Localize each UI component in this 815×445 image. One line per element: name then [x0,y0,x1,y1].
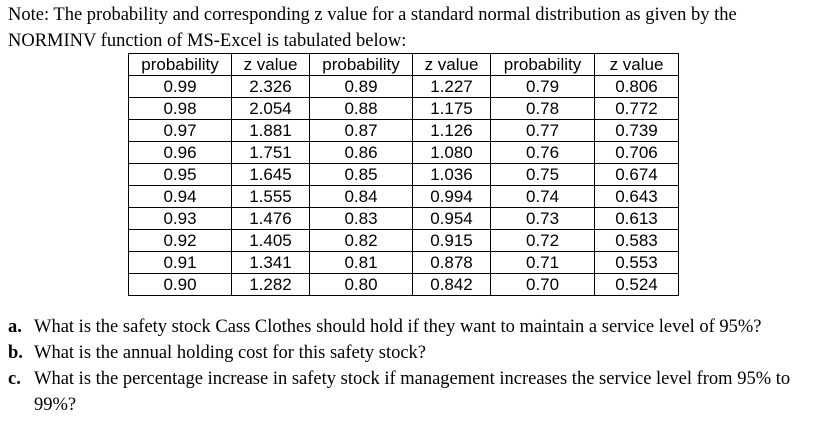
table-cell: 0.954 [412,207,491,230]
table-cell: 0.84 [309,185,413,208]
table-row: 0.99 2.326 0.89 1.227 0.79 0.806 [128,75,679,98]
table-row: 0.92 1.405 0.82 0.915 0.72 0.583 [128,229,679,252]
question-item: c. What is the percentage increase in saf… [8,366,808,418]
table-cell: 0.86 [309,141,413,164]
table-header-cell: probability [490,53,595,76]
table-cell: 0.85 [309,163,413,186]
table-cell: 0.91 [128,251,232,274]
table-cell: 1.126 [412,119,491,142]
table-cell: 0.878 [412,251,491,274]
table-cell: 0.915 [412,229,491,252]
table-cell: 1.282 [231,273,310,296]
table-cell: 2.054 [231,97,310,120]
table-cell: 1.555 [231,185,310,208]
table-cell: 1.175 [412,97,491,120]
table-cell: 0.70 [490,273,595,296]
table-header-cell: z value [412,53,491,76]
z-value-table: probability z value probability z value … [128,53,679,296]
table-cell: 0.79 [490,75,595,98]
table-cell: 0.81 [309,251,413,274]
table-cell: 0.583 [594,229,679,252]
table-header-cell: z value [594,53,679,76]
table-header-cell: probability [309,53,413,76]
question-text: What is the percentage increase in safet… [34,369,791,415]
table-cell: 0.994 [412,185,491,208]
table-cell: 1.881 [231,119,310,142]
table-cell: 0.96 [128,141,232,164]
question-label: c. [8,369,21,389]
question-label: b. [8,343,23,363]
table-cell: 0.99 [128,75,232,98]
table-cell: 0.94 [128,185,232,208]
table-cell: 0.87 [309,119,413,142]
question-item: a. What is the safety stock Cass Clothes … [8,314,808,340]
table-row: 0.91 1.341 0.81 0.878 0.71 0.553 [128,251,679,274]
table-cell: 0.524 [594,273,679,296]
table-cell: 0.92 [128,229,232,252]
table-cell: 0.806 [594,75,679,98]
question-item: b. What is the annual holding cost for th… [8,340,808,366]
table-cell: 1.227 [412,75,491,98]
table-cell: 0.613 [594,207,679,230]
question-text: What is the safety stock Cass Clothes sh… [34,317,762,337]
table-row: 0.96 1.751 0.86 1.080 0.76 0.706 [128,141,679,164]
z-value-table-container: probability z value probability z value … [128,53,679,296]
table-header-row: probability z value probability z value … [128,53,679,76]
table-row: 0.95 1.645 0.85 1.036 0.75 0.674 [128,163,679,186]
question-label: a. [8,317,22,337]
table-cell: 0.553 [594,251,679,274]
table-cell: 0.72 [490,229,595,252]
table-cell: 0.78 [490,97,595,120]
table-cell: 0.89 [309,75,413,98]
table-cell: 1.080 [412,141,491,164]
table-cell: 0.88 [309,97,413,120]
table-cell: 1.341 [231,251,310,274]
table-cell: 0.74 [490,185,595,208]
table-cell: 0.98 [128,97,232,120]
question-list: a. What is the safety stock Cass Clothes … [8,314,808,418]
note-text: Note: The probability and corresponding … [8,5,737,51]
table-row: 0.93 1.476 0.83 0.954 0.73 0.613 [128,207,679,230]
table-cell: 0.82 [309,229,413,252]
table-cell: 0.71 [490,251,595,274]
table-row: 0.94 1.555 0.84 0.994 0.74 0.643 [128,185,679,208]
table-cell: 0.80 [309,273,413,296]
table-row: 0.90 1.282 0.80 0.842 0.70 0.524 [128,273,679,296]
table-cell: 1.751 [231,141,310,164]
table-body: 0.99 2.326 0.89 1.227 0.79 0.806 0.98 2.054 0.88… [128,75,679,296]
table-cell: 0.90 [128,273,232,296]
table-cell: 1.405 [231,229,310,252]
table-cell: 0.75 [490,163,595,186]
question-text: What is the annual holding cost for this… [34,343,427,363]
table-cell: 0.97 [128,119,232,142]
table-cell: 1.476 [231,207,310,230]
table-cell: 0.73 [490,207,595,230]
table-cell: 0.77 [490,119,595,142]
table-cell: 1.036 [412,163,491,186]
table-row: 0.97 1.881 0.87 1.126 0.77 0.739 [128,119,679,142]
table-row: 0.98 2.054 0.88 1.175 0.78 0.772 [128,97,679,120]
table-cell: 0.83 [309,207,413,230]
table-cell: 0.76 [490,141,595,164]
table-cell: 0.739 [594,119,679,142]
table-header-cell: z value [231,53,310,76]
table-cell: 1.645 [231,163,310,186]
table-cell: 0.93 [128,207,232,230]
table-cell: 0.674 [594,163,679,186]
table-cell: 0.706 [594,141,679,164]
table-cell: 0.643 [594,185,679,208]
table-cell: 0.95 [128,163,232,186]
table-cell: 0.842 [412,273,491,296]
table-cell: 0.772 [594,97,679,120]
table-cell: 2.326 [231,75,310,98]
table-header-cell: probability [128,53,232,76]
